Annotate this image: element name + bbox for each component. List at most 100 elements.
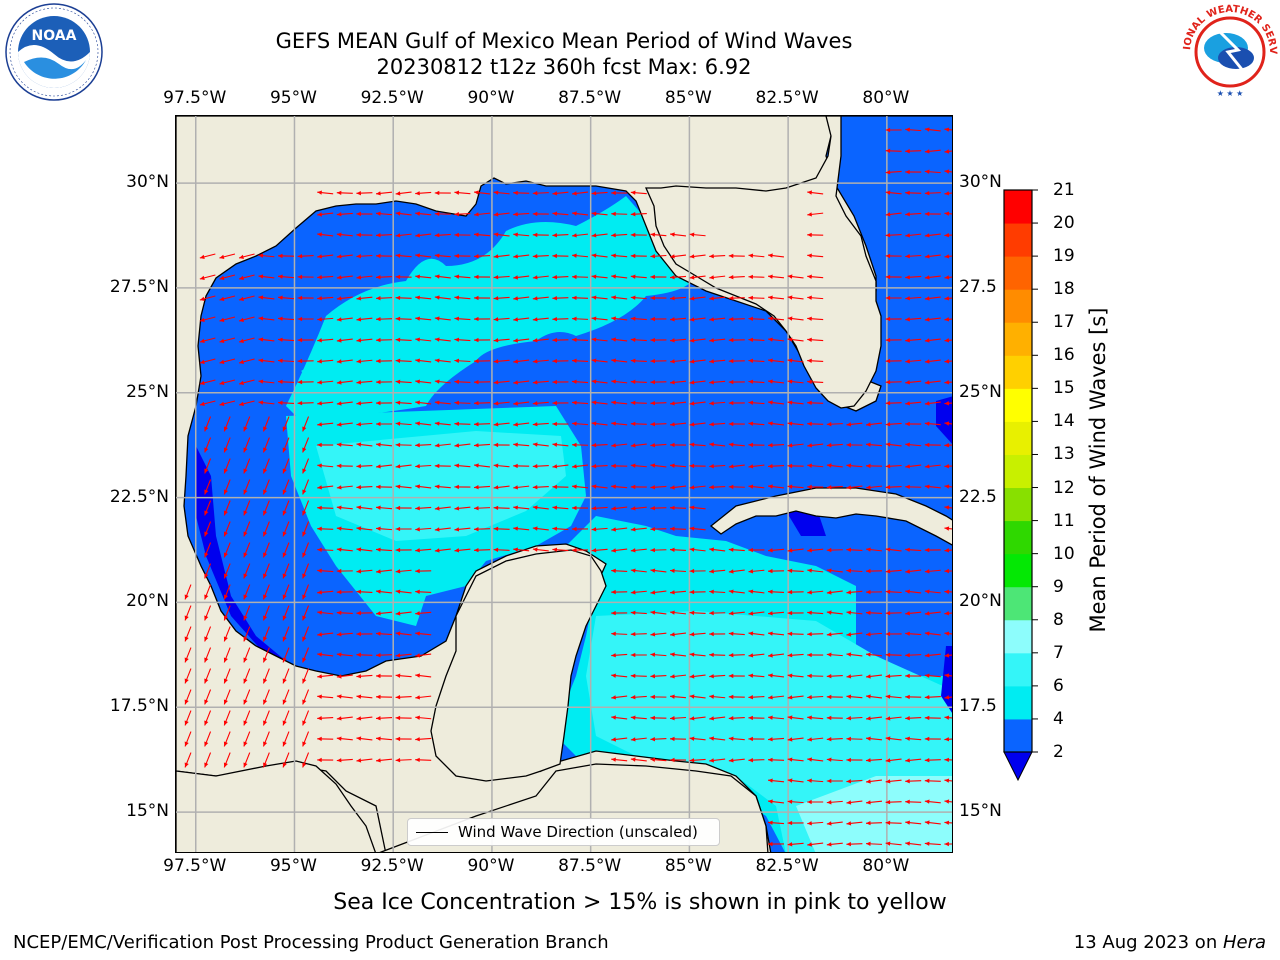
direction-arrow-head bbox=[944, 841, 949, 847]
direction-arrow-head bbox=[258, 274, 264, 279]
colorbar-bin bbox=[1004, 553, 1032, 588]
direction-arrow-head bbox=[258, 379, 264, 384]
direction-arrow-head bbox=[572, 316, 577, 322]
direction-arrow-head bbox=[905, 716, 910, 721]
direction-arrow-head bbox=[336, 568, 342, 574]
direction-arrow-head bbox=[356, 211, 361, 217]
direction-arrow-head bbox=[336, 632, 342, 637]
direction-arrow-head bbox=[924, 317, 930, 322]
direction-arrow-head bbox=[885, 190, 891, 195]
direction-arrow-head bbox=[944, 757, 949, 763]
direction-arrow-head bbox=[297, 254, 303, 259]
direction-arrow-head bbox=[670, 422, 675, 427]
direction-arrow-head bbox=[885, 379, 891, 385]
direction-arrow-head bbox=[924, 275, 930, 280]
colorbar-tick-label: 2 bbox=[1053, 742, 1064, 762]
direction-arrow-head bbox=[263, 594, 268, 600]
direction-arrow-head bbox=[572, 526, 577, 532]
direction-arrow-head bbox=[223, 468, 228, 474]
direction-arrow-head bbox=[748, 337, 754, 342]
land-cuba bbox=[709, 487, 952, 546]
direction-arrow-head bbox=[243, 531, 248, 537]
direction-arrow-head bbox=[591, 253, 597, 258]
direction-arrow-head bbox=[317, 736, 322, 742]
direction-arrow-head bbox=[184, 720, 189, 726]
direction-arrow-head bbox=[728, 253, 734, 259]
direction-arrow-head bbox=[709, 380, 714, 385]
direction-arrow-head bbox=[807, 463, 812, 468]
direction-arrow-head bbox=[630, 232, 636, 238]
direction-arrow-head bbox=[885, 674, 891, 679]
direction-arrow-head bbox=[826, 652, 832, 657]
direction-arrow-head bbox=[278, 316, 283, 321]
direction-arrow-head bbox=[944, 611, 950, 616]
direction-arrow-head bbox=[787, 653, 793, 658]
direction-arrow-head bbox=[905, 233, 910, 238]
direction-arrow-head bbox=[591, 379, 597, 384]
direction-arrow-head bbox=[905, 758, 910, 763]
direction-arrow-head bbox=[846, 674, 852, 679]
direction-arrow-head bbox=[336, 505, 342, 510]
direction-arrow-head bbox=[768, 673, 773, 678]
direction-arrow-head bbox=[650, 274, 655, 280]
direction-arrow-head bbox=[376, 275, 381, 280]
direction-arrow-head bbox=[474, 358, 479, 364]
direction-arrow-head bbox=[924, 757, 930, 763]
direction-arrow-head bbox=[356, 401, 362, 406]
direction-arrow-head bbox=[611, 653, 616, 658]
colorbar-title: Mean Period of Wind Waves [s] bbox=[1086, 307, 1110, 633]
direction-arrow-head bbox=[905, 317, 910, 322]
direction-arrow-head bbox=[689, 568, 695, 574]
x-tick-label-top: 90°W bbox=[467, 88, 515, 108]
direction-arrow-head bbox=[243, 594, 248, 600]
direction-arrow-head bbox=[591, 421, 597, 426]
direction-arrow-head bbox=[199, 338, 205, 343]
direction-arrow-head bbox=[611, 233, 616, 238]
direction-arrow-head bbox=[787, 631, 793, 637]
direction-arrow-head bbox=[282, 741, 287, 747]
direction-arrow-head bbox=[905, 799, 910, 805]
colorbar-tick-label: 15 bbox=[1053, 378, 1075, 399]
direction-arrow-head bbox=[415, 589, 420, 594]
direction-arrow-head bbox=[243, 657, 248, 663]
direction-arrow-head bbox=[415, 295, 420, 300]
direction-arrow-head bbox=[885, 841, 891, 846]
colorbar-extend-min bbox=[1003, 751, 1033, 782]
direction-arrow-head bbox=[885, 274, 891, 280]
direction-arrow-head bbox=[282, 720, 287, 726]
direction-arrow-head bbox=[282, 468, 287, 474]
direction-arrow-head bbox=[243, 489, 248, 495]
direction-arrow-head bbox=[944, 464, 950, 469]
direction-arrow-head bbox=[513, 380, 518, 385]
direction-arrow-head bbox=[219, 338, 225, 343]
direction-arrow-head bbox=[532, 526, 538, 531]
direction-arrow-head bbox=[258, 358, 264, 363]
direction-arrow-head bbox=[415, 421, 420, 426]
direction-arrow-head bbox=[728, 569, 734, 574]
direction-arrow-head bbox=[807, 358, 812, 363]
direction-arrow-head bbox=[243, 510, 248, 516]
direction-arrow-head bbox=[670, 296, 675, 301]
direction-arrow-head bbox=[356, 296, 362, 301]
direction-arrow-head bbox=[885, 547, 891, 552]
colorbar-bin bbox=[1004, 322, 1032, 356]
direction-arrow-head bbox=[728, 379, 734, 385]
graticule bbox=[176, 116, 952, 852]
direction-arrow-head bbox=[826, 632, 832, 637]
direction-arrow-head bbox=[454, 421, 459, 427]
direction-arrow-head bbox=[336, 652, 342, 657]
direction-arrow-head bbox=[552, 464, 558, 469]
y-tick-label-left: 20°N bbox=[126, 591, 169, 612]
direction-arrow-head bbox=[689, 380, 695, 385]
direction-arrow-head bbox=[376, 758, 381, 763]
direction-arrow-head bbox=[317, 526, 322, 532]
direction-arrow-head bbox=[204, 636, 209, 642]
direction-arrow-head bbox=[282, 657, 287, 663]
direction-arrow-head bbox=[728, 464, 734, 469]
direction-arrow-head bbox=[630, 590, 636, 595]
direction-arrow-head bbox=[493, 212, 499, 217]
direction-arrow-head bbox=[924, 695, 930, 700]
direction-arrow-head bbox=[434, 211, 440, 217]
direction-arrow-head bbox=[611, 484, 616, 489]
direction-arrow-head bbox=[728, 316, 734, 322]
